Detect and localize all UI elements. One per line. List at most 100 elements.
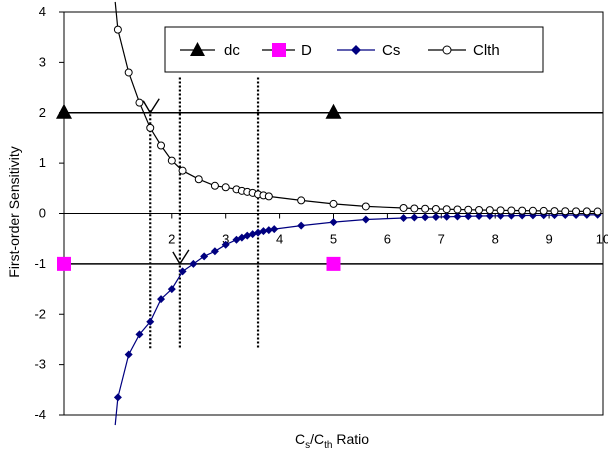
point-cs	[442, 212, 451, 221]
y-tick-label: 1	[39, 155, 46, 170]
series-layer	[56, 1, 602, 426]
point-clth	[264, 192, 273, 201]
annotations	[142, 98, 190, 266]
point-clth	[399, 203, 408, 212]
legend-item-Clth: Clth	[428, 42, 500, 59]
point-d	[57, 256, 71, 271]
arrow-annotation	[142, 98, 160, 115]
point-dc	[325, 103, 342, 119]
point-cs	[221, 240, 230, 249]
x-tick-label: 5	[330, 232, 337, 247]
x-label-sub2: th	[324, 440, 332, 451]
point-cs	[113, 393, 122, 402]
point-cs	[361, 215, 370, 224]
point-clth	[518, 206, 527, 215]
x-tick-label: 2	[168, 232, 175, 247]
point-d	[326, 256, 341, 271]
point-clth	[167, 156, 176, 165]
x-label-sub1: s	[305, 440, 310, 451]
point-cs	[399, 214, 408, 223]
point-cs	[189, 259, 198, 268]
point-clth	[178, 166, 187, 175]
point-clth	[593, 207, 602, 216]
legend-item-D: D	[262, 42, 312, 59]
point-clth	[561, 207, 570, 216]
point-cs	[270, 225, 279, 234]
x-tick-label: 10	[596, 232, 608, 247]
point-cs	[329, 218, 338, 227]
point-cs	[485, 211, 494, 220]
x-label-mid: /C	[310, 431, 324, 447]
point-clth	[496, 206, 505, 215]
point-cs	[431, 213, 440, 222]
point-cs	[475, 212, 484, 221]
point-clth	[113, 25, 122, 34]
point-clth	[431, 204, 440, 213]
x-tick-label: 4	[276, 232, 283, 247]
point-clth	[329, 199, 338, 208]
point-clth	[361, 202, 370, 211]
x-label-tail: Ratio	[332, 431, 369, 447]
point-clth	[453, 205, 462, 214]
legend-item-Cs: Cs	[337, 42, 400, 59]
x-tick-label: 8	[492, 232, 499, 247]
y-tick-label: -3	[34, 357, 46, 372]
point-clth	[157, 141, 166, 150]
square-icon	[272, 43, 286, 57]
point-clth	[442, 205, 451, 214]
point-clth	[528, 206, 537, 215]
legend-item-dc: dc	[180, 42, 240, 59]
svg-text:D: D	[301, 42, 312, 59]
y-tick-label: -1	[34, 256, 46, 271]
point-clth	[297, 196, 306, 205]
series-line-clth	[114, 1, 598, 213]
point-cs	[167, 285, 176, 294]
svg-text:Cs: Cs	[382, 42, 400, 59]
x-label-main: C	[295, 431, 305, 447]
y-axis-label: First-order Sensitivity	[6, 146, 22, 277]
point-clth	[475, 205, 484, 214]
point-clth	[582, 207, 591, 216]
point-cs	[421, 213, 430, 222]
circle-icon	[442, 45, 452, 55]
point-cs	[200, 252, 209, 261]
point-cs	[259, 227, 268, 236]
point-cs	[453, 212, 462, 221]
y-tick-label: 2	[39, 105, 46, 120]
point-clth	[146, 123, 155, 132]
arrow-annotation	[172, 249, 190, 266]
point-clth	[550, 207, 559, 216]
point-clth	[507, 206, 516, 215]
point-clth	[410, 204, 419, 213]
point-cs	[264, 226, 273, 235]
point-cs	[210, 247, 219, 256]
point-clth	[539, 206, 548, 215]
point-cs	[410, 213, 419, 222]
point-cs	[157, 295, 166, 304]
point-clth	[124, 68, 133, 77]
y-tick-label: 0	[39, 206, 46, 221]
point-clth	[221, 183, 230, 192]
y-tick-label: -2	[34, 306, 46, 321]
triangle-icon	[190, 42, 205, 56]
point-cs	[464, 212, 473, 221]
point-cs	[297, 221, 306, 230]
y-tick-label: -4	[34, 407, 46, 422]
point-cs	[124, 350, 133, 359]
point-clth	[421, 204, 430, 213]
x-tick-label: 9	[545, 232, 552, 247]
x-axis-label: Cs/Cth Ratio	[295, 431, 369, 451]
point-clth	[210, 181, 219, 190]
diamond-icon	[351, 45, 361, 55]
point-clth	[572, 207, 581, 216]
point-cs	[135, 330, 144, 339]
point-cs	[146, 317, 155, 326]
point-clth	[485, 206, 494, 215]
legend: dc D Cs Clth	[164, 26, 544, 73]
y-tick-label: 4	[39, 4, 46, 19]
x-tick-label: 7	[438, 232, 445, 247]
x-tick-label: 6	[384, 232, 391, 247]
point-clth	[464, 205, 473, 214]
